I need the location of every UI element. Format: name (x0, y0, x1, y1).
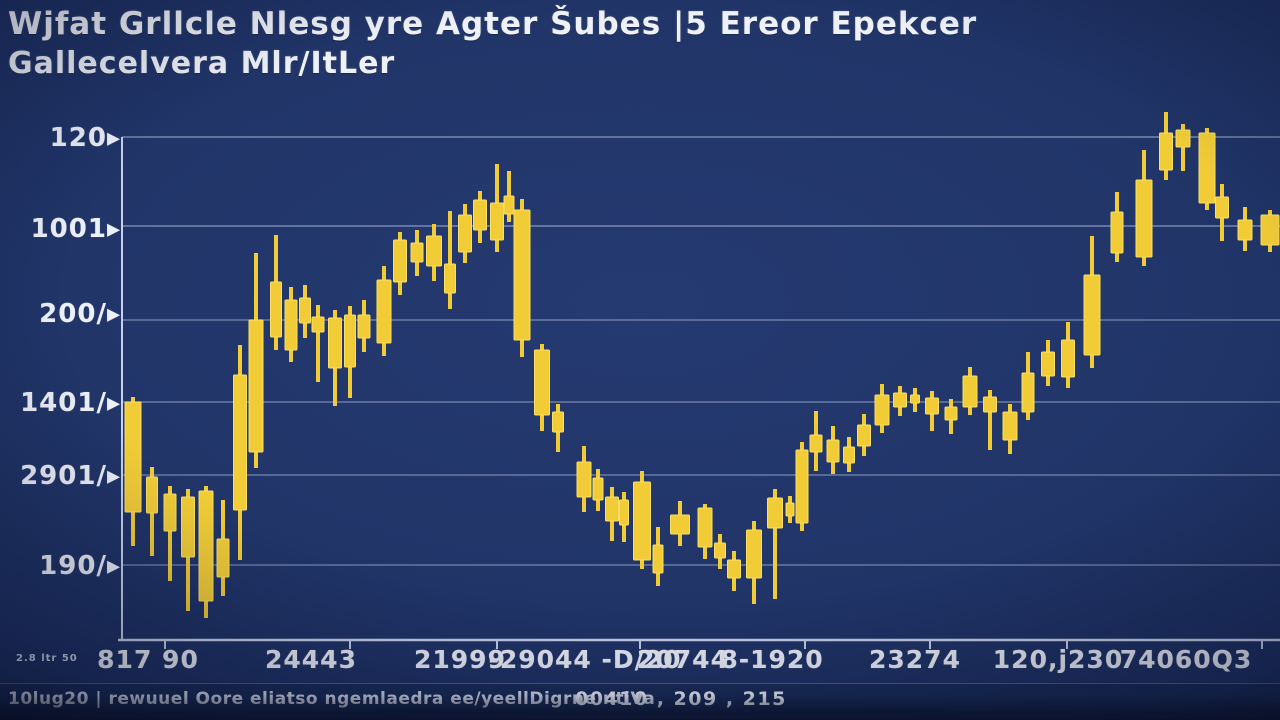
title-block: Wjfat Grllcle Nlesg yre Agter Šubes |5 E… (8, 6, 977, 81)
candle-body (163, 493, 177, 532)
candle-body (503, 195, 515, 215)
candle-body (697, 507, 713, 548)
chart-title-line2: Gallecelvera Mlr/ItLer (8, 46, 396, 81)
candle-body (1061, 339, 1075, 378)
candle-body (216, 538, 230, 578)
candle-body (1135, 179, 1153, 258)
candle-body (1175, 129, 1191, 148)
candle-body (124, 401, 142, 513)
candle-body (910, 394, 920, 404)
candle-body (198, 490, 214, 602)
candle-body (843, 446, 855, 464)
candle-body (874, 394, 890, 426)
candle-body (633, 481, 651, 561)
y-axis-label: 2901/▸ (20, 461, 121, 491)
chart-title-line1: Wjfat Grllcle Nlesg yre Agter Šubes |5 E… (8, 6, 978, 42)
candle-body (962, 375, 978, 408)
candle-body (893, 392, 907, 408)
candle-body (270, 281, 282, 338)
candle-body (513, 209, 531, 341)
candle-body (1041, 351, 1055, 377)
candle-body (714, 542, 726, 559)
candle-body (248, 319, 264, 453)
candle-body (809, 434, 823, 453)
candle-body (357, 314, 371, 339)
candle-body (944, 406, 958, 421)
x-axis-label: 817 90 (97, 645, 199, 674)
candle-body (299, 297, 311, 324)
candle-body (284, 299, 298, 351)
candle-body (1083, 274, 1101, 356)
candle-body (1110, 211, 1124, 254)
candle-body (1021, 372, 1035, 413)
candle-body (785, 502, 795, 517)
candle-body (826, 439, 840, 463)
x-axis-label: 8-1920 (720, 645, 823, 674)
candle-body (473, 199, 487, 231)
candle-body (1159, 132, 1173, 171)
x-axis-label: 24443 (265, 645, 357, 674)
candle-body (534, 349, 550, 416)
candle-body (458, 214, 472, 253)
candle-body (592, 477, 604, 501)
y-axis-label: 200/▸ (39, 299, 121, 329)
candle-body (311, 316, 325, 333)
candle-body (444, 263, 456, 294)
candle-body (652, 544, 664, 574)
candle-body (1237, 219, 1253, 241)
y-axis-label: 1401/▸ (20, 388, 121, 418)
candle-body (393, 239, 407, 283)
candle-body (344, 314, 356, 368)
candle-body (410, 242, 424, 263)
candle-body (857, 424, 871, 447)
candle-body (619, 499, 629, 526)
candle-body (233, 374, 247, 511)
candle-body (746, 529, 762, 579)
candle-body (576, 461, 592, 498)
candle-body (767, 497, 783, 529)
x-axis-label: 20744 (637, 645, 729, 674)
candle-body (670, 514, 690, 535)
x-axis-label: 74060Q3 (1120, 645, 1253, 674)
candle-body (552, 411, 564, 433)
y-axis-label: 190/▸ (39, 551, 121, 581)
candle-body (795, 449, 809, 524)
x-axis-label: 23274 (869, 645, 961, 674)
candle-body (376, 279, 392, 344)
candle-body (727, 559, 741, 579)
candle-body (181, 496, 195, 558)
status-bar-left-text: 10lug20 | rewuuel Oore eliatso ngemlaedr… (8, 689, 656, 709)
y-axis-label: 120▸ (50, 123, 121, 153)
y-axis-label: 1001▸ (31, 214, 121, 244)
candle-body (1002, 411, 1018, 441)
candle-body (1260, 214, 1280, 246)
candle-body (983, 396, 997, 413)
corner-note: 2.8 ltr 50 (16, 653, 78, 664)
candle-body (605, 496, 619, 522)
status-bar: 10lug20 | rewuuel Oore eliatso ngemlaedr… (0, 683, 1280, 715)
x-axis-label: 120,j230 (993, 645, 1123, 674)
candle-body (925, 397, 939, 415)
candle-body (1215, 196, 1229, 219)
candle-body (426, 235, 442, 267)
candle-body (490, 202, 504, 241)
candle-body (328, 317, 342, 369)
candle-body (1198, 132, 1216, 204)
status-bar-right-values: 00410 , 209 , 215 (575, 688, 787, 710)
candle-body (146, 476, 158, 514)
